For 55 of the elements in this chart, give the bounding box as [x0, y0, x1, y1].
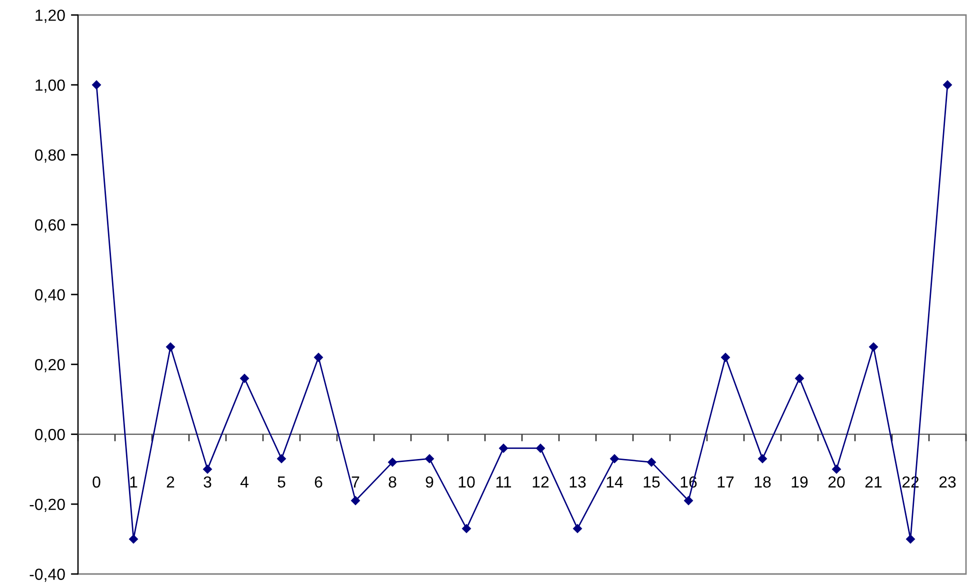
x-tick-label: 15 [644, 476, 660, 488]
point [721, 352, 730, 362]
point [499, 444, 508, 453]
y-tick-label: 1,20 [36, 10, 65, 23]
point [92, 80, 101, 90]
point [647, 458, 656, 467]
x-tick-label: 1 [130, 476, 138, 488]
x-tick-label: 8 [388, 476, 396, 488]
x-tick-label: 14 [606, 476, 623, 488]
x-tick-label: 9 [426, 476, 434, 488]
point [795, 374, 804, 383]
point [166, 342, 175, 352]
point [832, 464, 841, 474]
x-tick-label: 6 [314, 476, 322, 488]
point [129, 534, 138, 544]
point [462, 524, 471, 534]
x-tick-label: 13 [570, 476, 586, 488]
y-tick-label: -0,20 [30, 498, 65, 512]
x-tick-label: 23 [939, 476, 956, 488]
point [684, 496, 693, 506]
point [425, 454, 434, 464]
x-tick-label: 20 [828, 476, 845, 488]
x-tick-label: 18 [754, 476, 771, 488]
point [536, 444, 545, 453]
y-tick-label: 0,60 [35, 219, 65, 232]
x-tick-label: 2 [166, 476, 174, 488]
x-tick-label: 19 [792, 476, 808, 488]
x-tick-label: 11 [496, 476, 512, 488]
point [573, 524, 582, 534]
x-tick-label: 21 [865, 476, 882, 488]
y-tick-label: 0,00 [35, 428, 65, 442]
point [388, 458, 397, 467]
x-tick-label: 12 [532, 476, 549, 488]
point [610, 454, 619, 464]
x-tick-label: 7 [352, 476, 360, 488]
point [240, 374, 249, 383]
y-tick-label: 0,80 [35, 149, 65, 163]
point [906, 534, 915, 544]
point [351, 496, 360, 506]
x-tick-label: 5 [278, 476, 286, 488]
x-tick-label: 10 [458, 476, 475, 488]
point [869, 342, 878, 352]
point [203, 464, 212, 474]
y-tick-label: 1,00 [36, 80, 65, 93]
point [758, 454, 767, 464]
y-tick-label: 0,40 [35, 289, 65, 302]
x-tick-label: 4 [240, 476, 248, 488]
x-tick-label: 17 [718, 476, 734, 488]
point [943, 80, 952, 90]
y-tick-label: 0,20 [35, 359, 65, 372]
x-tick-label: 0 [92, 476, 100, 488]
point [314, 352, 323, 362]
x-tick-label: 3 [204, 476, 212, 488]
y-tick-label: -0,40 [30, 568, 65, 582]
point [277, 454, 286, 464]
